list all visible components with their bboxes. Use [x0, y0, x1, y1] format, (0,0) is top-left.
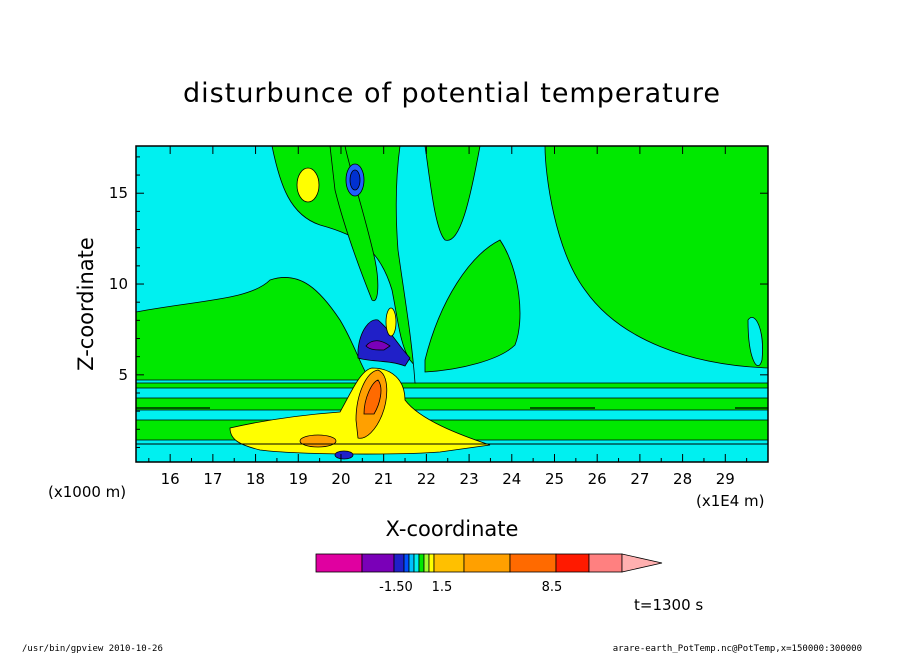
green-tongue-center	[424, 239, 521, 373]
plot-area	[136, 146, 768, 462]
colorbar-swatch	[463, 553, 511, 573]
colorbar-arrow	[621, 553, 663, 573]
x-tick-label: 24	[502, 470, 521, 488]
plot-frame	[135, 145, 769, 463]
x-tick-label: 26	[588, 470, 607, 488]
footer-right: arare-earth_PotTemp.nc@PotTemp,x=150000:…	[613, 644, 862, 654]
blue-blob-upper-core	[349, 169, 361, 191]
cyan-sliver-right	[747, 317, 763, 367]
footer-left: /usr/bin/gpview 2010-10-26	[22, 644, 163, 654]
colorbar-label: 8.5	[542, 580, 563, 595]
x-tick-label: 27	[630, 470, 649, 488]
y-axis-label: Z-coordinate	[74, 237, 98, 371]
colorbar-swatch	[408, 553, 415, 573]
x-tick-label: 25	[545, 470, 564, 488]
warm-core-red	[363, 379, 382, 415]
x-axis-label: X-coordinate	[386, 517, 519, 541]
x-ticks: 16 17 18 19 20 21 22 23 24 25 26 27 28 29	[148, 146, 748, 488]
colorbar-swatch	[428, 553, 435, 573]
colorbar-swatch	[555, 553, 590, 573]
colorbar-label: -1.50	[379, 580, 413, 595]
colorbar-swatch	[418, 553, 425, 573]
y-tick-label: 15	[109, 184, 128, 202]
y-ticks: 5 10 15	[109, 156, 768, 448]
x-tick-label: 19	[289, 470, 308, 488]
x-tick-label: 22	[417, 470, 436, 488]
negative-lobe-inner	[365, 340, 391, 351]
colorbar-swatch	[393, 553, 405, 573]
colorbar-swatch	[433, 553, 465, 573]
yellow-blob-upper	[296, 167, 320, 203]
yellow-blob-mid	[385, 307, 397, 337]
y-tick-label: 10	[109, 275, 128, 293]
colorbar-swatch	[361, 553, 395, 573]
x-tick-label: 20	[331, 470, 350, 488]
colorbar-swatch	[413, 553, 420, 573]
y-tick-label: 5	[118, 366, 128, 384]
x-tick-label: 29	[716, 470, 735, 488]
colorbar-label: 1.5	[432, 580, 453, 595]
orange-blob-left	[299, 434, 337, 448]
green-band-low	[136, 397, 768, 411]
time-label: t=1300 s	[634, 596, 703, 614]
green-ridge-left	[136, 277, 371, 381]
x-tick-label: 23	[460, 470, 479, 488]
colorbar-swatch	[403, 553, 410, 573]
colorbar: -1.50 1.5 8.5	[315, 553, 663, 595]
x-tick-label: 21	[374, 470, 393, 488]
colorbar-swatch	[423, 553, 430, 573]
colorbar-swatch	[509, 553, 557, 573]
chart-title: disturbunce of potential temperature	[183, 78, 721, 109]
blue-blob-bottom	[334, 450, 354, 460]
x-tick-label: 18	[246, 470, 265, 488]
x-tick-label: 17	[203, 470, 222, 488]
x-tick-label: 28	[673, 470, 692, 488]
colorbar-swatch	[315, 553, 363, 573]
y-unit-label: (x1000 m)	[48, 483, 126, 501]
colorbar-swatch	[588, 553, 623, 573]
x-unit-label: (x1E4 m)	[696, 492, 765, 510]
x-tick-label: 16	[161, 470, 180, 488]
